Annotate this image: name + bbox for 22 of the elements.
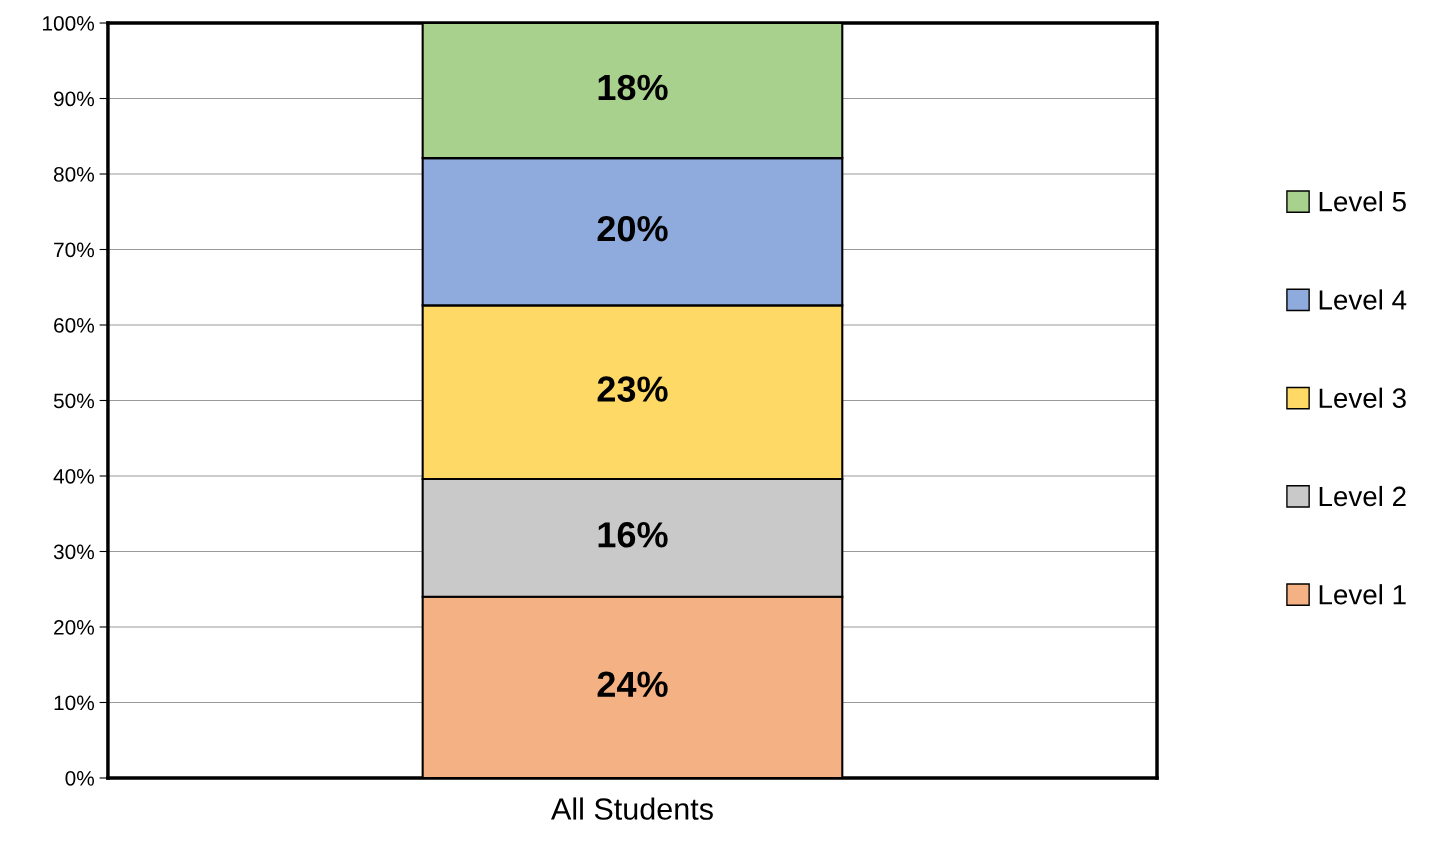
legend-label: Level 2 xyxy=(1319,485,1406,507)
y-tick-label: 40% xyxy=(53,468,95,484)
data-label: 16% xyxy=(598,522,668,548)
data-label: 18% xyxy=(598,74,668,101)
y-tick-label: 60% xyxy=(54,318,95,333)
y-tick-label: 80% xyxy=(53,167,95,182)
data-label: 20% xyxy=(597,215,668,242)
legend-label: Level 3 xyxy=(1319,387,1406,409)
legend-label: Level 5 xyxy=(1319,191,1406,212)
y-tick-label: 90% xyxy=(54,91,95,107)
legend-label: Level 4 xyxy=(1319,289,1407,310)
y-tick-label: 0% xyxy=(65,770,95,786)
y-tick-label: 10% xyxy=(54,695,95,711)
y-tick-label: 70% xyxy=(54,242,95,258)
data-label: 24% xyxy=(597,671,668,698)
legend-label: Level 1 xyxy=(1319,584,1406,605)
y-tick-label: 100% xyxy=(43,16,95,31)
y-tick-label: 30% xyxy=(53,544,95,560)
y-tick-label: 20% xyxy=(54,619,95,635)
data-label: 23% xyxy=(597,376,668,402)
y-tick-label: 50% xyxy=(53,393,95,409)
x-tick-label: All Students xyxy=(551,797,713,820)
